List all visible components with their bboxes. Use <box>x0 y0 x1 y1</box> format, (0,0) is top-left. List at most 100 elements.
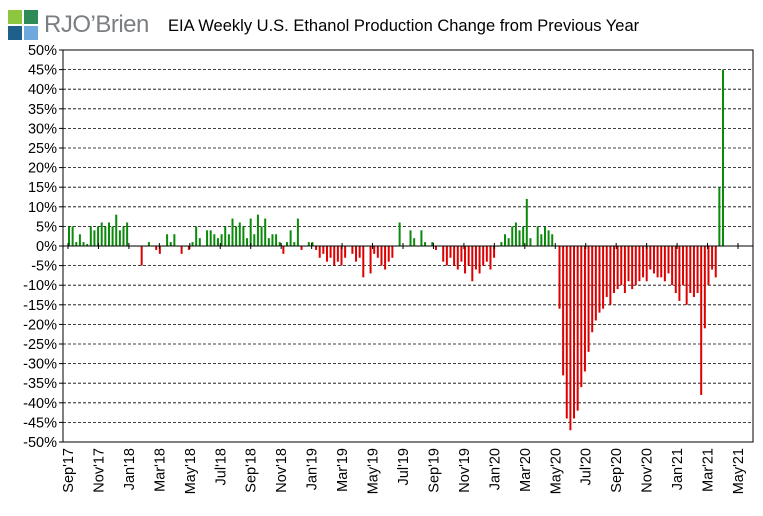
y-tick-label: -20% <box>23 317 57 333</box>
x-tick-label: Mar'19 <box>335 448 351 492</box>
bar <box>529 238 532 246</box>
bar <box>286 242 288 246</box>
bar <box>431 242 434 246</box>
bar <box>166 234 169 246</box>
y-tick-label: 45% <box>28 63 57 79</box>
bar <box>598 246 601 313</box>
bar <box>318 246 321 258</box>
x-tick-label: Jan'18 <box>122 448 138 490</box>
bar <box>434 246 437 250</box>
bar <box>631 246 634 290</box>
bar <box>634 246 637 286</box>
bar <box>376 246 379 258</box>
rjo-brien-logo: RJO’Brien <box>8 10 149 40</box>
bar <box>373 246 376 254</box>
bar <box>220 234 223 246</box>
bar <box>504 234 506 246</box>
x-tick-label: Nov'17 <box>92 448 108 493</box>
y-tick-label: 0% <box>36 239 57 255</box>
bar <box>355 246 358 262</box>
bar <box>562 246 565 376</box>
bar <box>656 246 659 278</box>
bar <box>126 222 129 246</box>
logo-square-2 <box>24 10 38 24</box>
bar <box>238 222 241 246</box>
bar <box>500 242 503 246</box>
bar <box>369 246 372 274</box>
bar <box>605 246 608 297</box>
bar <box>460 246 463 262</box>
bar <box>180 246 183 254</box>
bar <box>478 246 481 274</box>
bar <box>246 238 249 246</box>
bar <box>97 226 100 246</box>
bar <box>565 246 568 419</box>
y-tick-label: 35% <box>28 102 57 118</box>
bar <box>522 226 525 246</box>
chart-title: EIA Weekly U.S. Ethanol Production Chang… <box>168 17 640 35</box>
bar <box>111 226 114 246</box>
bar <box>264 218 267 246</box>
bars <box>68 69 724 431</box>
x-tick-label: Jan'21 <box>670 448 686 490</box>
bar <box>322 246 325 254</box>
bar <box>623 246 626 294</box>
bar <box>573 246 576 419</box>
bar <box>445 246 448 266</box>
bar <box>613 246 615 294</box>
bar <box>227 234 230 246</box>
y-tick-label: 40% <box>28 82 57 98</box>
bar <box>115 214 118 246</box>
bar <box>558 246 561 309</box>
bar <box>689 246 692 294</box>
bar <box>685 246 688 305</box>
x-tick-label: May'21 <box>731 448 747 494</box>
bar <box>616 246 619 290</box>
x-tick-label: May'19 <box>366 448 382 494</box>
axes <box>62 49 754 443</box>
x-tick-label: Sep'18 <box>244 448 260 493</box>
bar <box>209 230 212 246</box>
logo-text: RJO’Brien <box>44 11 149 38</box>
bar <box>351 246 354 254</box>
x-tick-label: Jul'18 <box>213 448 229 485</box>
y-tick-label: -10% <box>23 278 57 294</box>
bar <box>147 242 150 246</box>
bar <box>325 246 328 262</box>
logo-mark-icon <box>8 10 38 40</box>
bar <box>140 246 143 266</box>
bar <box>213 234 216 246</box>
bar <box>296 218 299 246</box>
bar <box>543 226 546 246</box>
bar <box>569 246 572 431</box>
bar <box>511 226 514 246</box>
bar <box>663 246 666 282</box>
bar <box>333 246 336 266</box>
bar <box>525 198 528 246</box>
bar <box>216 238 219 246</box>
bar <box>93 230 96 246</box>
bar <box>191 242 194 246</box>
bar <box>278 242 281 246</box>
bar <box>580 246 583 388</box>
x-tick-label: Mar'18 <box>152 448 168 492</box>
bar <box>315 246 318 250</box>
x-tick-label: Nov'18 <box>274 448 290 493</box>
bar <box>540 234 543 246</box>
bar <box>551 234 554 246</box>
y-tick-label: 25% <box>28 141 57 157</box>
bar <box>620 246 623 286</box>
y-tick-label: -5% <box>31 259 57 275</box>
bar <box>100 222 103 246</box>
bar <box>518 230 521 246</box>
bar <box>591 246 594 333</box>
bar <box>420 230 423 246</box>
y-tick-label: -25% <box>23 337 57 353</box>
bar <box>474 246 477 270</box>
bar <box>703 246 706 329</box>
bar <box>482 246 485 266</box>
bar <box>169 242 172 246</box>
bar <box>456 246 459 270</box>
bar <box>471 246 474 282</box>
logo-square-3 <box>8 26 22 40</box>
